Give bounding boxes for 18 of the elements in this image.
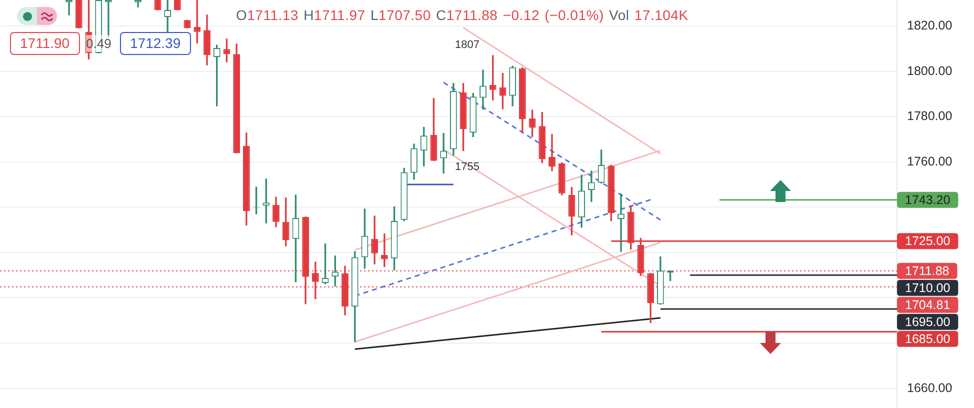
annotation: 1712.39 [120,32,191,55]
data-label: 1725.00 [905,234,950,248]
ref-line-label: 1704.81 [905,298,950,312]
annotation: 0.49 [86,35,112,52]
y-tick-label: 1660.00 [907,380,952,395]
annotation: 1711.90 [10,32,80,55]
data-label: 1695.00 [905,314,950,329]
data-label: 1685.00 [905,332,950,346]
data-label: 1710.00 [905,280,950,295]
y-tick-label: 1760.00 [907,154,952,168]
y-tick-label: 1820.00 [907,18,952,32]
text: O1711.13 H1711.97 L1707.50 C1711.88 −0.12 (−0.01%) Vol 17.104K [236,7,688,23]
annotation: 1755 [455,161,480,173]
y-tick-label: 1780.00 [907,109,952,124]
data-label: 1743.20 [905,192,950,207]
annotation: 1807 [455,39,480,51]
ref-line-label: 1711.88 [905,264,950,278]
y-tick-label: 1800.00 [907,64,952,78]
